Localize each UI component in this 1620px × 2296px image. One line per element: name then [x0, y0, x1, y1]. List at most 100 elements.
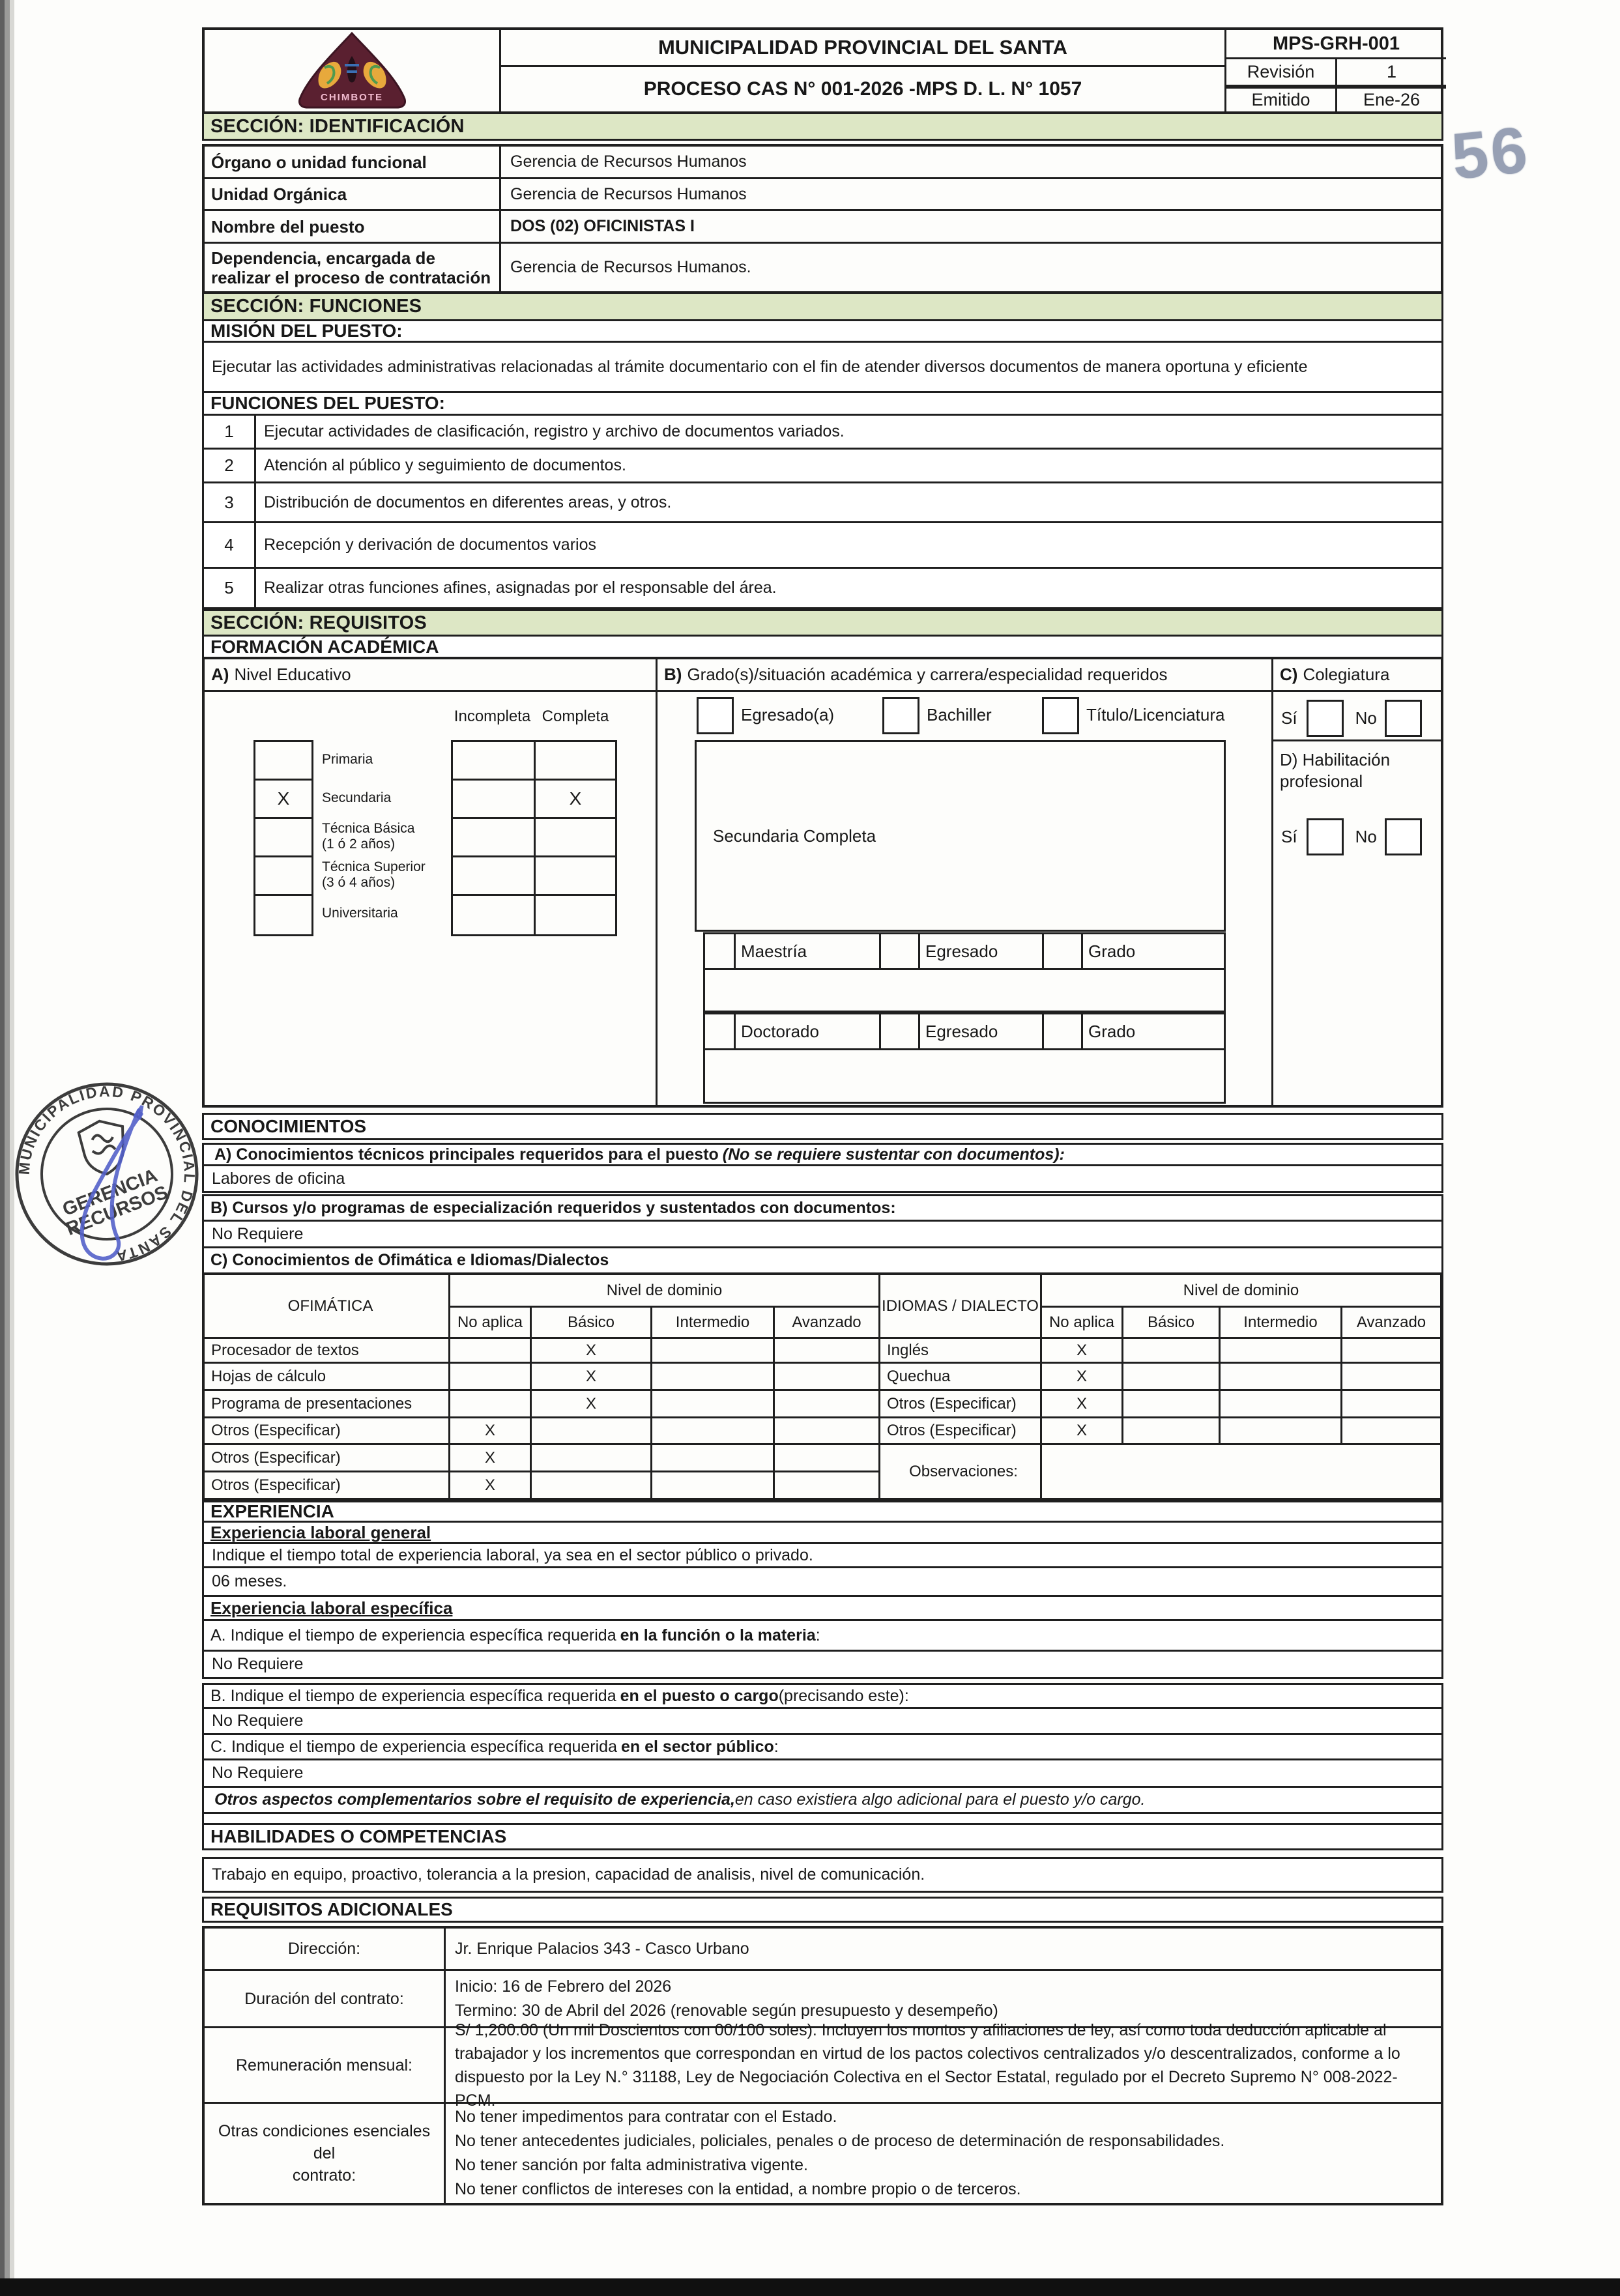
carrera-box: Secundaria Completa — [695, 740, 1226, 932]
conocimientos-a-value: Labores de oficina — [202, 1164, 1443, 1193]
label-line: Otras condiciones esenciales del — [218, 2122, 431, 2162]
mark-cell — [532, 1445, 652, 1472]
checkbox-tecnica-basica — [255, 819, 311, 857]
mark-cell — [1123, 1339, 1221, 1364]
grid-cell — [453, 781, 536, 819]
conocimientos-c-label: C) Conocimientos de Ofimática e Idiomas/… — [202, 1246, 1443, 1274]
label-bold: A) Conocimientos técnicos principales re… — [214, 1145, 719, 1164]
function-number: 2 — [204, 450, 256, 481]
exp-c-label: C. Indique el tiempo de experiencia espe… — [202, 1733, 1443, 1760]
mark-cell — [775, 1391, 880, 1418]
academic-title: FORMACIÓN ACADÉMICA — [202, 635, 1443, 659]
mark-cell: X — [532, 1339, 652, 1364]
scan-bottom-artifact — [0, 2278, 1620, 2296]
revision-value: 1 — [1386, 61, 1397, 81]
row-value: Gerencia de Recursos Humanos — [510, 152, 747, 171]
maestria-row: Maestría Egresado Grado — [703, 932, 1226, 970]
exp-general-desc: Indique el tiempo total de experiencia l… — [202, 1542, 1443, 1568]
table-row: Duración del contrato: Inicio: 16 de Feb… — [205, 1971, 1441, 2028]
header-prefix: A) — [211, 665, 229, 684]
label-bold-italic: Otros aspectos complementarios sobre el … — [214, 1790, 735, 1809]
level-label: Secundaria — [322, 779, 450, 817]
ofimatica-row-label: Procesador de textos — [205, 1339, 450, 1364]
nivel-labels-column: Primaria Secundaria Técnica Básica (1 ó 2… — [322, 740, 450, 932]
revision-row: Revisión 1 — [1226, 59, 1446, 87]
level-name: Universitaria — [322, 905, 398, 921]
doctorado-label: Doctorado — [736, 1012, 881, 1050]
incompleta-col-label: Incompleta — [454, 708, 531, 725]
mark-cell — [1221, 1364, 1342, 1391]
idiomas-header: IDIOMAS / DIALECTO — [880, 1275, 1042, 1339]
mark-cell — [1123, 1418, 1221, 1445]
col-header: Avanzado — [775, 1308, 880, 1339]
ofimatica-row-label: Otros (Especificar) — [205, 1445, 450, 1472]
mark-cell: X — [1042, 1364, 1123, 1391]
label-text: (precisando este): — [778, 1686, 909, 1705]
value-line: Termino: 30 de Abril del 2026 (renovable… — [455, 2001, 998, 2020]
label-text: : — [815, 1626, 820, 1644]
level-subname: (3 ó 4 años) — [322, 874, 396, 890]
function-row: 3 Distribución de documentos en diferent… — [204, 483, 1441, 523]
function-number: 5 — [204, 569, 256, 607]
mark-cell — [1123, 1391, 1221, 1418]
mark-cell — [1221, 1418, 1342, 1445]
value-line: No tener sanción por falta administrativ… — [455, 2156, 808, 2174]
checkbox-maestria — [703, 932, 736, 970]
colegiatura-header: C) Colegiatura — [1273, 659, 1441, 690]
label-bold: en el puesto o cargo — [620, 1686, 779, 1705]
nivel-dominio-left-header: Nivel de dominio — [450, 1275, 880, 1308]
bachiller-label: Bachiller — [927, 705, 992, 725]
idioma-row-label: Inglés — [880, 1339, 1042, 1364]
mark-cell — [652, 1472, 775, 1500]
signature-icon — [80, 1105, 144, 1261]
rubber-stamp-icon: MUNICIPALIDAD PROVINCIAL DEL SANTA GEREN… — [0, 1057, 218, 1291]
nivel-educativo-panel: Incompleta Completa X Primaria Secundari… — [205, 692, 658, 1105]
row-value: Gerencia de Recursos Humanos — [510, 184, 747, 203]
conocimientos-a-label: A) Conocimientos técnicos principales re… — [202, 1143, 1443, 1166]
col-header: Básico — [1123, 1308, 1221, 1339]
function-text: Atención al público y seguimiento de doc… — [264, 456, 626, 474]
function-row: 1 Ejecutar actividades de clasificación,… — [204, 416, 1441, 450]
ofimatica-row-label: Hojas de cálculo — [205, 1364, 450, 1391]
mark-cell — [652, 1445, 775, 1472]
mark-cell — [775, 1445, 880, 1472]
label-bold: en el sector público — [621, 1737, 774, 1756]
mark-cell — [1342, 1391, 1442, 1418]
header-text: Grado(s)/situación académica y carrera/e… — [687, 665, 1168, 684]
function-row: 5 Realizar otras funciones afines, asign… — [204, 569, 1441, 607]
value-line: No tener impedimentos para contratar con… — [455, 2108, 837, 2126]
otras-condiciones-value: No tener impedimentos para contratar con… — [446, 2104, 1441, 2203]
mark-cell — [1342, 1364, 1442, 1391]
mark-cell — [1123, 1364, 1221, 1391]
adicionales-table: Dirección: Jr. Enrique Palacios 343 - Ca… — [202, 1926, 1443, 2205]
section-funciones-band: SECCIÓN: FUNCIONES — [202, 292, 1443, 321]
ofimatica-row-label: Otros (Especificar) — [205, 1418, 450, 1445]
incompleta-completa-grid: X — [451, 740, 617, 936]
checkbox-secundaria: X — [255, 781, 311, 819]
mark-cell: X — [450, 1445, 532, 1472]
maestria-egresado-label: Egresado — [920, 932, 1044, 970]
duracion-label: Duración del contrato: — [205, 1971, 446, 2026]
exp-c-value: No Requiere — [202, 1758, 1443, 1788]
municipality-logo-icon: CHIMBOTE — [298, 31, 406, 108]
checkbox-habilitacion-si — [1306, 818, 1344, 855]
mark-cell — [1342, 1339, 1442, 1364]
exp-specific-label: Experiencia laboral específica — [202, 1595, 1443, 1621]
ofimatica-row-label: Programa de presentaciones — [205, 1391, 450, 1418]
otras-condiciones-label: Otras condiciones esenciales del contrat… — [205, 2104, 446, 2203]
checkbox-universitaria — [255, 896, 311, 934]
remuneracion-label: Remuneración mensual: — [205, 2028, 446, 2102]
idioma-row-label: Otros (Especificar) — [880, 1391, 1042, 1418]
grid-cell — [536, 896, 615, 934]
functions-table: 1 Ejecutar actividades de clasificación,… — [202, 414, 1443, 609]
mark-cell: X — [1042, 1418, 1123, 1445]
mark-cell — [775, 1472, 880, 1500]
mark-cell — [775, 1339, 880, 1364]
nivel-educativo-header: A) Nivel Educativo — [205, 659, 658, 690]
checkbox-bachiller — [882, 697, 919, 734]
value-line: No tener conflictos de intereses con la … — [455, 2180, 1021, 2198]
level-name: Primaria — [322, 751, 373, 767]
completa-col-label: Completa — [542, 708, 609, 725]
header-text: Nivel Educativo — [234, 665, 351, 684]
maestria-label: Maestría — [736, 932, 881, 970]
